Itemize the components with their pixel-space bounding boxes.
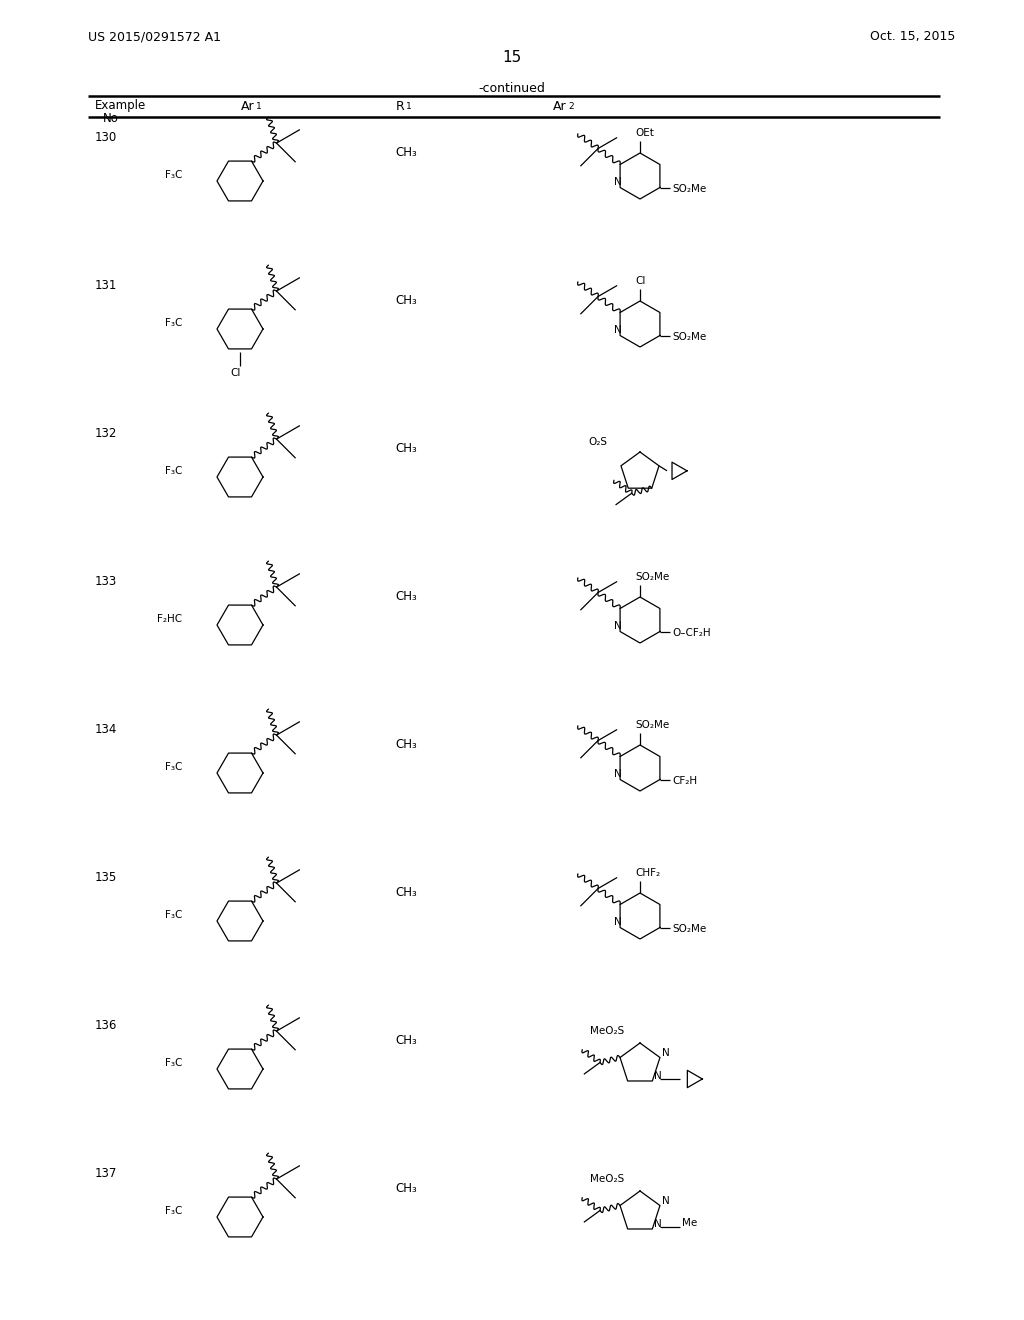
Text: N: N bbox=[613, 177, 622, 187]
Text: -continued: -continued bbox=[478, 82, 546, 95]
Text: Ar: Ar bbox=[553, 99, 567, 112]
Text: CH₃: CH₃ bbox=[395, 442, 417, 455]
Text: 2: 2 bbox=[568, 102, 573, 111]
Text: N: N bbox=[613, 620, 622, 631]
Text: F₃C: F₃C bbox=[165, 170, 182, 180]
Text: 1: 1 bbox=[256, 102, 262, 111]
Text: 15: 15 bbox=[503, 50, 521, 65]
Text: CHF₂: CHF₂ bbox=[635, 869, 660, 878]
Text: Ar: Ar bbox=[242, 99, 255, 112]
Text: N: N bbox=[654, 1071, 663, 1081]
Text: N: N bbox=[662, 1196, 670, 1205]
Text: R: R bbox=[395, 99, 404, 112]
Text: Oct. 15, 2015: Oct. 15, 2015 bbox=[870, 30, 955, 44]
Text: SO₂Me: SO₂Me bbox=[635, 719, 670, 730]
Text: F₃C: F₃C bbox=[165, 762, 182, 772]
Text: 134: 134 bbox=[95, 723, 118, 737]
Text: F₃C: F₃C bbox=[165, 909, 182, 920]
Text: CH₃: CH₃ bbox=[395, 294, 417, 308]
Text: 136: 136 bbox=[95, 1019, 118, 1032]
Text: 131: 131 bbox=[95, 279, 118, 292]
Text: CH₃: CH₃ bbox=[395, 1181, 417, 1195]
Text: SO₂Me: SO₂Me bbox=[672, 183, 707, 194]
Text: SO₂Me: SO₂Me bbox=[672, 924, 707, 933]
Text: N: N bbox=[613, 917, 622, 927]
Text: No: No bbox=[103, 112, 119, 125]
Text: F₃C: F₃C bbox=[165, 466, 182, 477]
Text: 135: 135 bbox=[95, 871, 118, 884]
Text: F₂HC: F₂HC bbox=[157, 614, 182, 624]
Text: CF₂H: CF₂H bbox=[672, 776, 697, 785]
Text: N: N bbox=[662, 1048, 670, 1057]
Text: 1: 1 bbox=[406, 102, 412, 111]
Text: N: N bbox=[654, 1218, 663, 1229]
Text: US 2015/0291572 A1: US 2015/0291572 A1 bbox=[88, 30, 221, 44]
Text: F₃C: F₃C bbox=[165, 318, 182, 327]
Text: Me: Me bbox=[682, 1218, 697, 1228]
Text: Example: Example bbox=[95, 99, 146, 112]
Text: 132: 132 bbox=[95, 426, 118, 440]
Text: F₃C: F₃C bbox=[165, 1206, 182, 1216]
Text: 133: 133 bbox=[95, 576, 118, 587]
Text: SO₂Me: SO₂Me bbox=[672, 331, 707, 342]
Text: Cl: Cl bbox=[635, 276, 645, 286]
Text: O₂S: O₂S bbox=[588, 437, 607, 447]
Text: CH₃: CH₃ bbox=[395, 738, 417, 751]
Text: 130: 130 bbox=[95, 131, 118, 144]
Text: CH₃: CH₃ bbox=[395, 147, 417, 158]
Text: CH₃: CH₃ bbox=[395, 1034, 417, 1047]
Text: OEt: OEt bbox=[635, 128, 654, 139]
Text: Cl: Cl bbox=[230, 368, 242, 378]
Text: N: N bbox=[613, 770, 622, 779]
Text: F₃C: F₃C bbox=[165, 1059, 182, 1068]
Text: MeO₂S: MeO₂S bbox=[590, 1026, 625, 1036]
Text: CH₃: CH₃ bbox=[395, 886, 417, 899]
Text: CH₃: CH₃ bbox=[395, 590, 417, 603]
Text: MeO₂S: MeO₂S bbox=[590, 1173, 625, 1184]
Text: 137: 137 bbox=[95, 1167, 118, 1180]
Text: SO₂Me: SO₂Me bbox=[635, 572, 670, 582]
Text: N: N bbox=[613, 325, 622, 335]
Text: O–CF₂H: O–CF₂H bbox=[672, 627, 711, 638]
